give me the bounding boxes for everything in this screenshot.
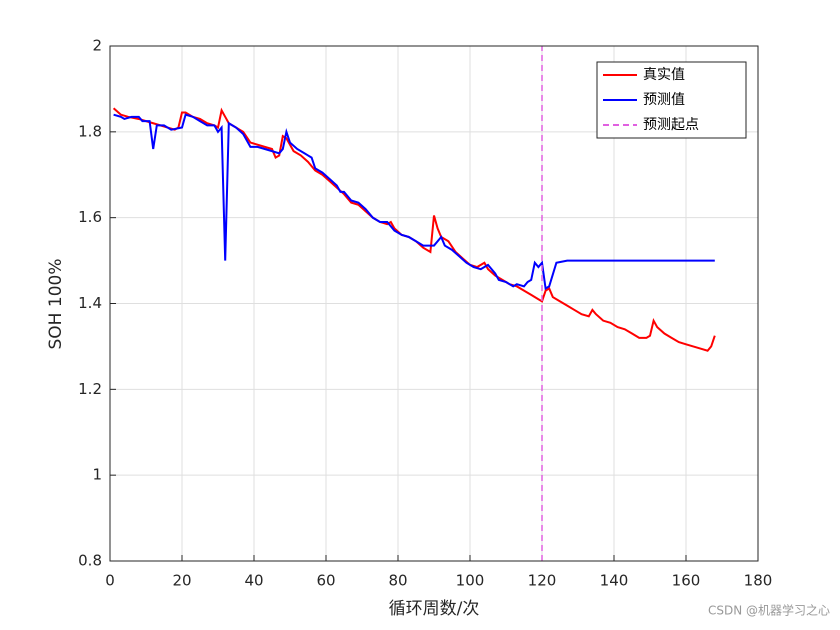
y-tick-label: 1	[92, 466, 102, 484]
x-tick-label: 180	[744, 572, 773, 590]
legend-label: 真实值	[643, 67, 685, 83]
x-tick-label: 40	[244, 572, 263, 590]
y-tick-label: 2	[92, 37, 102, 55]
legend-label: 预测值	[643, 92, 685, 108]
y-tick-label: 1.8	[78, 122, 102, 140]
data-line	[113, 113, 715, 291]
x-tick-label: 20	[172, 572, 191, 590]
x-tick-label: 60	[316, 572, 335, 590]
y-tick-label: 0.8	[78, 552, 102, 570]
x-tick-label: 100	[456, 572, 485, 590]
y-axis-label: SOH 100%	[46, 259, 66, 350]
y-tick-label: 1.4	[78, 294, 102, 312]
x-tick-label: 140	[600, 572, 629, 590]
y-tick-label: 1.6	[78, 208, 102, 226]
x-tick-label: 80	[388, 572, 407, 590]
x-tick-label: 120	[528, 572, 557, 590]
watermark: CSDN @机器学习之心	[708, 603, 830, 618]
axes-box	[109, 45, 759, 562]
legend-label: 预测起点	[643, 117, 699, 133]
y-tick-label: 1.2	[78, 380, 102, 398]
x-axis-label: 循环周数/次	[389, 599, 480, 619]
x-tick-label: 160	[672, 572, 701, 590]
x-tick-label: 0	[105, 572, 115, 590]
